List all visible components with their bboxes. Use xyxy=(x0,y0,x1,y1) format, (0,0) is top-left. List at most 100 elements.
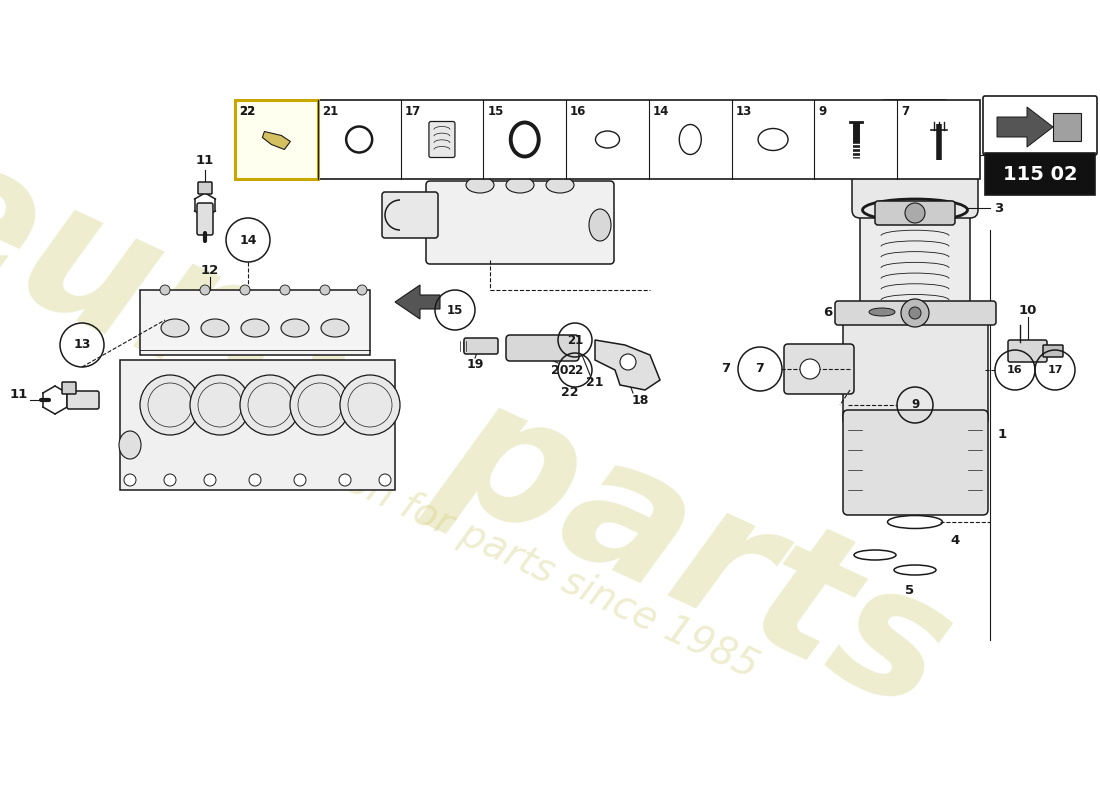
Text: 21: 21 xyxy=(586,375,604,389)
Text: 13: 13 xyxy=(736,105,752,118)
Ellipse shape xyxy=(466,177,494,193)
Text: 22: 22 xyxy=(561,386,579,398)
FancyBboxPatch shape xyxy=(1043,345,1063,357)
FancyBboxPatch shape xyxy=(198,182,212,194)
Text: 11: 11 xyxy=(196,154,214,166)
Circle shape xyxy=(290,375,350,435)
Ellipse shape xyxy=(161,319,189,337)
Circle shape xyxy=(901,299,930,327)
Polygon shape xyxy=(395,285,440,319)
Polygon shape xyxy=(140,290,370,355)
FancyBboxPatch shape xyxy=(874,201,955,225)
Circle shape xyxy=(249,474,261,486)
Text: 17: 17 xyxy=(1047,365,1063,375)
Circle shape xyxy=(620,354,636,370)
Bar xyxy=(1053,113,1081,141)
FancyBboxPatch shape xyxy=(852,112,978,218)
Polygon shape xyxy=(263,131,290,150)
Circle shape xyxy=(160,285,170,295)
Bar xyxy=(235,100,318,179)
Bar xyxy=(984,153,1094,195)
FancyBboxPatch shape xyxy=(506,335,579,361)
FancyBboxPatch shape xyxy=(843,315,988,425)
Text: 19: 19 xyxy=(466,358,484,371)
Text: 115 02: 115 02 xyxy=(1003,165,1077,183)
Text: 20: 20 xyxy=(551,363,569,377)
Ellipse shape xyxy=(588,209,610,241)
Circle shape xyxy=(204,474,216,486)
Text: 18: 18 xyxy=(631,394,649,406)
Ellipse shape xyxy=(546,177,574,193)
Text: 7: 7 xyxy=(901,105,910,118)
Text: 17: 17 xyxy=(405,105,421,118)
Text: a passion for parts since 1985: a passion for parts since 1985 xyxy=(216,404,764,686)
Text: 22: 22 xyxy=(566,363,583,377)
Text: 21: 21 xyxy=(322,105,338,118)
Polygon shape xyxy=(595,340,660,390)
FancyBboxPatch shape xyxy=(464,338,498,354)
Text: 10: 10 xyxy=(1019,303,1037,317)
Circle shape xyxy=(140,375,200,435)
Circle shape xyxy=(240,375,300,435)
Text: 7: 7 xyxy=(720,362,730,375)
Circle shape xyxy=(909,307,921,319)
Text: 15: 15 xyxy=(487,105,504,118)
Circle shape xyxy=(379,474,390,486)
Circle shape xyxy=(200,285,210,295)
FancyBboxPatch shape xyxy=(62,382,76,394)
Circle shape xyxy=(124,474,136,486)
Circle shape xyxy=(294,474,306,486)
Text: 5: 5 xyxy=(905,583,914,597)
Circle shape xyxy=(905,203,925,223)
Circle shape xyxy=(320,285,330,295)
Text: 1: 1 xyxy=(998,429,1008,442)
FancyBboxPatch shape xyxy=(382,192,438,238)
Text: 3: 3 xyxy=(994,202,1003,214)
Text: 23: 23 xyxy=(510,154,529,166)
Text: 12: 12 xyxy=(201,263,219,277)
Text: 6: 6 xyxy=(824,306,833,318)
Ellipse shape xyxy=(321,319,349,337)
Text: 7: 7 xyxy=(756,362,764,375)
Text: 22: 22 xyxy=(239,105,255,118)
Text: euro  parts: euro parts xyxy=(0,113,976,747)
Text: 4: 4 xyxy=(950,534,959,546)
FancyBboxPatch shape xyxy=(835,301,996,325)
Text: 14: 14 xyxy=(653,105,669,118)
Bar xyxy=(235,100,980,179)
Circle shape xyxy=(358,285,367,295)
Text: 2: 2 xyxy=(994,149,1003,162)
FancyBboxPatch shape xyxy=(860,210,970,315)
FancyBboxPatch shape xyxy=(784,344,854,394)
FancyBboxPatch shape xyxy=(882,100,948,128)
FancyBboxPatch shape xyxy=(843,410,988,515)
FancyBboxPatch shape xyxy=(67,391,99,409)
FancyBboxPatch shape xyxy=(429,122,455,158)
Text: 15: 15 xyxy=(447,303,463,317)
Ellipse shape xyxy=(241,319,270,337)
Circle shape xyxy=(800,359,820,379)
Text: 16: 16 xyxy=(570,105,586,118)
Ellipse shape xyxy=(280,319,309,337)
Circle shape xyxy=(339,474,351,486)
Text: 21: 21 xyxy=(566,334,583,346)
FancyBboxPatch shape xyxy=(197,203,213,235)
Circle shape xyxy=(340,375,400,435)
Text: 16: 16 xyxy=(1008,365,1023,375)
Polygon shape xyxy=(997,107,1053,147)
Ellipse shape xyxy=(506,177,534,193)
Text: 9: 9 xyxy=(818,105,827,118)
Polygon shape xyxy=(120,360,395,490)
FancyBboxPatch shape xyxy=(426,181,614,264)
Circle shape xyxy=(240,285,250,295)
Text: 14: 14 xyxy=(240,234,256,246)
Text: 11: 11 xyxy=(10,389,28,402)
Ellipse shape xyxy=(119,431,141,459)
FancyBboxPatch shape xyxy=(1008,340,1047,362)
Text: 22: 22 xyxy=(239,105,255,118)
FancyBboxPatch shape xyxy=(983,96,1097,155)
Circle shape xyxy=(164,474,176,486)
Text: 13: 13 xyxy=(74,338,90,351)
Circle shape xyxy=(280,285,290,295)
Circle shape xyxy=(190,375,250,435)
